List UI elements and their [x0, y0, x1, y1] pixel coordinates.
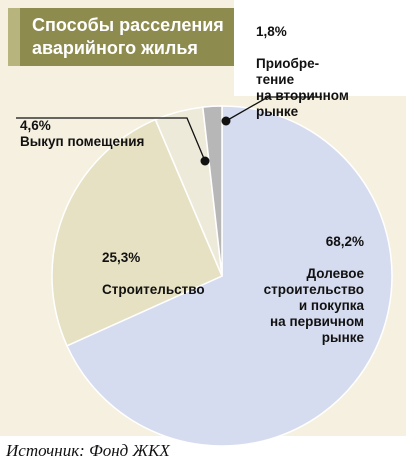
slice-value-construction: 25,3% [102, 250, 141, 265]
pie-chart [16, 96, 393, 447]
leader-dot-buyout [200, 156, 210, 166]
leader-dot-secondary-market [221, 116, 231, 126]
slice-name-shared-construction: Долевое строительство и покупка на перви… [263, 266, 364, 345]
slice-secondary-market [201, 105, 223, 277]
slice-value-shared-construction: 68,2% [325, 234, 364, 249]
slice-name-construction: Строительство [102, 282, 205, 297]
slice-construction [51, 118, 223, 347]
leader-line-buyout [16, 117, 206, 162]
chart-title: Способы расселения аварийного жилья [8, 8, 234, 66]
pie-slices [51, 105, 393, 447]
slice-name-secondary-market: Приобре- тение на вторичном рынке [256, 56, 349, 119]
slice-label-secondary-market: 1,8% Приобре- тение на вторичном рынке [256, 8, 349, 120]
slice-value-secondary-market: 1,8% [256, 24, 287, 39]
slice-shared-construction [65, 105, 393, 447]
slice-label-shared-construction: 68,2% Долевое строительство и покупка на… [252, 218, 364, 346]
slice-label-buyout: 4,6% Выкуп помещения [20, 102, 144, 150]
source-note: Источник: Фонд ЖКХ [6, 441, 170, 460]
leader-line-secondary-market [225, 96, 322, 122]
leader-lines [16, 96, 322, 166]
slice-name-buyout: Выкуп помещения [20, 134, 145, 149]
slice-value-buyout: 4,6% [20, 118, 51, 133]
slice-label-construction: 25,3% Строительство [102, 234, 205, 298]
label-background [234, 0, 406, 96]
